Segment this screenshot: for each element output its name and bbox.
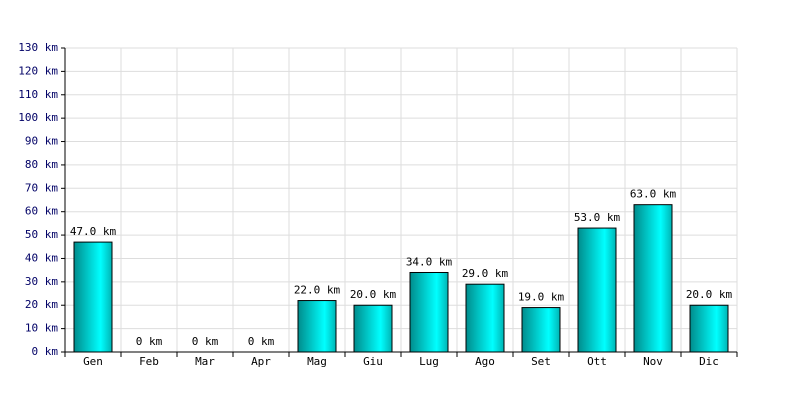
value-label: 22.0 km	[294, 284, 341, 297]
value-label: 63.0 km	[630, 188, 677, 201]
bar	[633, 204, 673, 353]
y-tick-label: 40 km	[25, 251, 58, 264]
bar	[465, 283, 505, 353]
y-tick-label: 130 km	[18, 41, 58, 54]
bar	[297, 300, 337, 353]
y-tick-label: 20 km	[25, 298, 58, 311]
bar	[577, 227, 617, 353]
y-tick-label: 110 km	[18, 88, 58, 101]
x-tick-label: Lug	[419, 355, 439, 368]
value-label: 34.0 km	[406, 255, 453, 268]
y-tick-label: 120 km	[18, 64, 58, 77]
bar	[409, 271, 449, 353]
x-tick-label: Apr	[251, 355, 271, 368]
value-label: 19.0 km	[518, 291, 565, 304]
value-label: 20.0 km	[686, 288, 733, 301]
x-tick-label: Mar	[195, 355, 215, 368]
x-tick-label: Gen	[83, 355, 103, 368]
x-tick-label: Set	[531, 355, 551, 368]
y-tick-label: 80 km	[25, 158, 58, 171]
x-tick-label: Feb	[139, 355, 159, 368]
x-tick-label: Dic	[699, 355, 719, 368]
y-tick-label: 100 km	[18, 111, 58, 124]
y-tick-label: 10 km	[25, 322, 58, 335]
bar	[353, 304, 393, 353]
y-tick-label: 70 km	[25, 181, 58, 194]
x-tick-label: Ago	[475, 355, 495, 368]
bar	[689, 304, 729, 353]
y-tick-label: 30 km	[25, 275, 58, 288]
x-tick-label: Nov	[643, 355, 663, 368]
y-tick-label: 50 km	[25, 228, 58, 241]
value-label: 0 km	[192, 335, 219, 348]
x-tick-label: Mag	[307, 355, 327, 368]
y-tick-label: 0 km	[32, 345, 59, 358]
value-label: 47.0 km	[70, 225, 117, 238]
value-label: 53.0 km	[574, 211, 621, 224]
bar	[73, 241, 113, 353]
value-label: 29.0 km	[462, 267, 509, 280]
x-tick-label: Ott	[587, 355, 607, 368]
bar	[521, 307, 561, 353]
value-label: 20.0 km	[350, 288, 397, 301]
y-tick-label: 60 km	[25, 205, 58, 218]
value-label: 0 km	[136, 335, 163, 348]
y-tick-label: 90 km	[25, 135, 58, 148]
x-tick-label: Giu	[363, 355, 383, 368]
value-label: 0 km	[248, 335, 275, 348]
